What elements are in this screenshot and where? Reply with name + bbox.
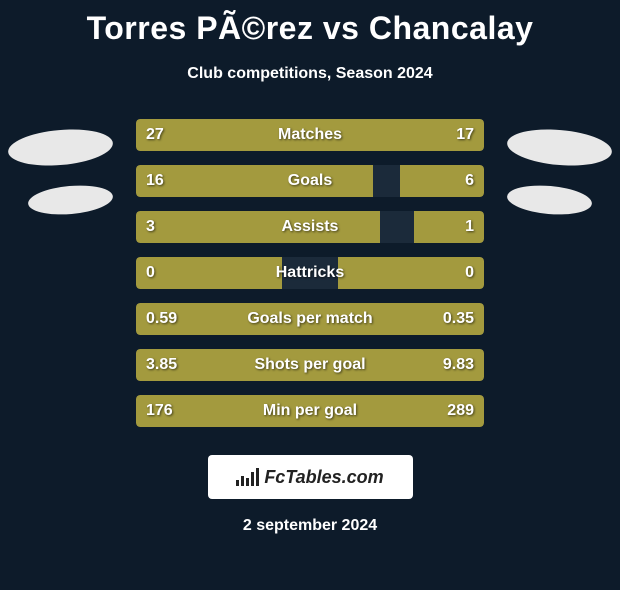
- player-photo-left: [7, 125, 115, 169]
- stat-row: Goals per match0.590.35: [136, 303, 484, 335]
- stat-row: Goals166: [136, 165, 484, 197]
- bar-right: [414, 211, 484, 243]
- date-text: 2 september 2024: [0, 517, 620, 535]
- bar-right: [400, 165, 484, 197]
- brand-badge: FcTables.com: [208, 455, 413, 499]
- bar-right: [338, 257, 484, 289]
- bar-right: [348, 119, 484, 151]
- bar-left: [136, 119, 348, 151]
- bar-right: [233, 349, 484, 381]
- bar-right: [268, 395, 484, 427]
- bar-left: [136, 211, 380, 243]
- bar-left: [136, 165, 373, 197]
- stats-container: Matches2717 Goals166 Assists31 Hattricks00 G…: [136, 119, 484, 427]
- club-crest-left: [27, 182, 114, 217]
- club-crest-right: [506, 182, 593, 217]
- player-photo-right: [506, 125, 614, 169]
- bar-left: [136, 349, 233, 381]
- stat-row: Shots per goal3.859.83: [136, 349, 484, 381]
- bar-left: [136, 257, 282, 289]
- page-title: Torres PÃ©rez vs Chancalay: [0, 10, 620, 47]
- subtitle: Club competitions, Season 2024: [0, 65, 620, 83]
- brand-chart-icon: [236, 468, 258, 486]
- bar-left: [136, 303, 355, 335]
- stat-row: Matches2717: [136, 119, 484, 151]
- stat-row: Hattricks00: [136, 257, 484, 289]
- bar-right: [355, 303, 484, 335]
- brand-text: FcTables.com: [264, 467, 383, 488]
- stat-row: Min per goal176289: [136, 395, 484, 427]
- stat-row: Assists31: [136, 211, 484, 243]
- bar-left: [136, 395, 268, 427]
